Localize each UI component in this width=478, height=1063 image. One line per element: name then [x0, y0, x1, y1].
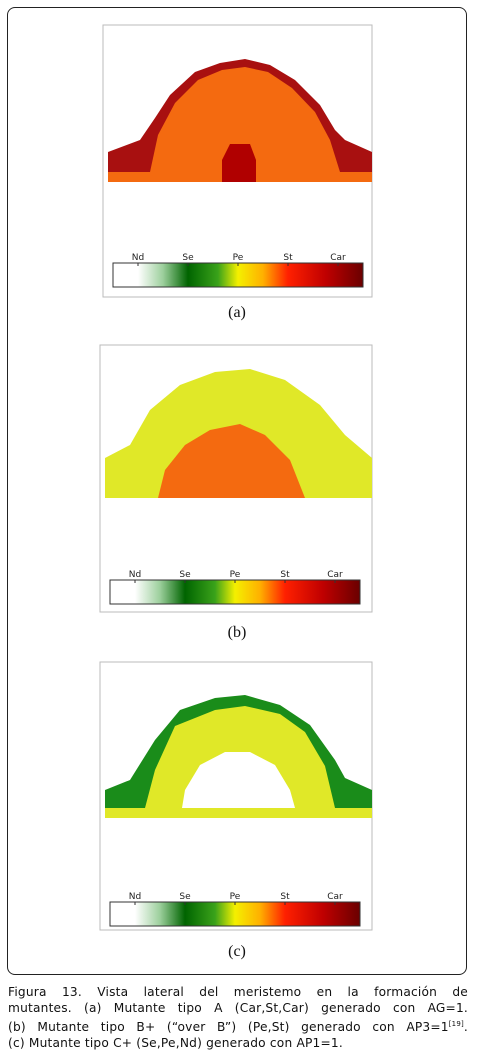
colorbar	[109, 901, 361, 927]
panel-label: (b)	[228, 624, 247, 641]
colorbar	[109, 579, 361, 605]
tissue-region	[222, 144, 256, 182]
colorbar-label: St	[280, 892, 290, 902]
colorbar-label: Se	[182, 253, 194, 263]
citation: [19]	[448, 1020, 464, 1028]
colorbar-label: Pe	[230, 570, 241, 580]
colorbar-label: Nd	[129, 570, 141, 580]
colorbar-label: Se	[179, 570, 191, 580]
caption-line: (b) Mutante tipo B+ (“over B”) (Pe,St) g…	[8, 1016, 468, 1035]
colorbar-label: Car	[327, 892, 343, 902]
colorbar-label: Nd	[132, 253, 144, 263]
colorbar-label: Se	[179, 892, 191, 902]
tissue-region	[158, 424, 305, 498]
caption-line: Figura 13. Vista lateral del meristemo e…	[8, 985, 468, 999]
colorbar-label: Car	[330, 253, 346, 263]
caption-line: (c) Mutante tipo C+ (Se,Pe,Nd) generado …	[8, 1036, 343, 1051]
colorbar-label: Nd	[129, 892, 141, 902]
panel-label: (a)	[228, 304, 246, 321]
tissue-region	[108, 67, 372, 182]
caption-line: mutantes. (a) Mutante tipo A (Car,St,Car…	[8, 1001, 468, 1015]
figure-frame	[7, 7, 467, 975]
caption-text: .	[463, 1020, 468, 1035]
panel-label: (c)	[228, 943, 246, 960]
caption: Figura 13. Vista lateral del meristemo e…	[8, 984, 468, 1051]
colorbar	[112, 262, 364, 288]
colorbar-label: Pe	[233, 253, 244, 263]
tissue-region	[182, 752, 295, 808]
caption-text: (b) Mutante tipo B+ (“over B”) (Pe,St) g…	[8, 1020, 449, 1035]
figure: Nd Se Pe St Car (a) Nd Se Pe St Car (b) Nd Se Pe St Car (…	[99, 24, 373, 960]
colorbar-label: Car	[327, 570, 343, 580]
colorbar-label: St	[283, 253, 293, 263]
colorbar-label: Pe	[230, 892, 241, 902]
colorbar-label: St	[280, 570, 290, 580]
